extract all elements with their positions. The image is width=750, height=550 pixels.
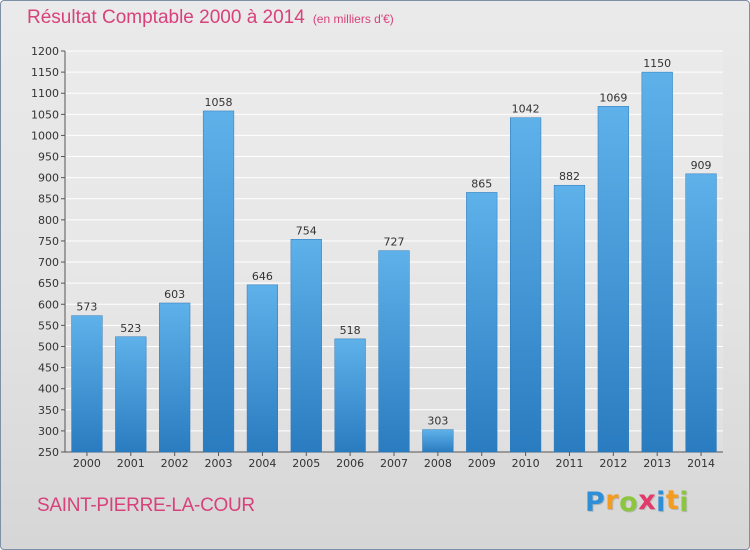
bar-2007 — [378, 250, 410, 453]
bar-value-label: 518 — [340, 324, 361, 337]
logo-letter: i — [679, 487, 690, 518]
bar-2009 — [466, 192, 498, 453]
bar-value-label: 909 — [691, 159, 712, 172]
bar-2006 — [334, 338, 366, 453]
bar-2012 — [597, 106, 629, 453]
bar-2003 — [202, 110, 235, 453]
bar-value-label: 646 — [252, 270, 273, 283]
bar-2014 — [685, 173, 717, 453]
y-tick-label: 450 — [38, 362, 59, 375]
x-tick-label: 2004 — [248, 457, 276, 470]
y-tick-label: 600 — [38, 298, 59, 311]
bar-value-label: 573 — [76, 301, 97, 314]
y-tick-label: 850 — [38, 193, 59, 206]
y-tick-label: 300 — [38, 425, 59, 438]
bar-2004 — [246, 284, 279, 453]
axes: 250 300 350 400 450 500 550 600 650 700 750 800 850 9… — [31, 45, 723, 459]
x-tick-label: 2014 — [687, 457, 715, 470]
x-tick-label: 2013 — [643, 457, 671, 470]
logo-letter: i — [656, 487, 666, 518]
y-tick-label: 1000 — [31, 129, 59, 142]
bar-2011 — [553, 184, 586, 453]
y-tick-label: 700 — [38, 256, 59, 269]
bar-2002 — [159, 302, 191, 453]
y-tick-label: 1100 — [31, 87, 59, 100]
x-tick-label: 2007 — [380, 457, 408, 470]
x-tick-label: 2012 — [599, 457, 627, 470]
bar-value-label: 1150 — [643, 57, 671, 70]
bar-2013 — [641, 71, 673, 453]
bar-value-label: 603 — [164, 288, 185, 301]
logo-letter: r — [605, 485, 620, 516]
x-tick-label: 2000 — [73, 457, 101, 470]
bar-value-label: 865 — [471, 177, 492, 190]
bar-2005 — [290, 239, 322, 453]
y-tick-label: 800 — [38, 214, 59, 227]
bar-value-label: 303 — [427, 415, 448, 428]
y-tick-label: 1050 — [31, 108, 59, 121]
logo-letter: t — [665, 485, 680, 516]
x-tick-label: 2008 — [424, 457, 452, 470]
y-tick-label: 950 — [38, 151, 59, 164]
y-tick-label: 900 — [38, 172, 59, 185]
chart-title-block: Résultat Comptable 2000 à 2014 (en millie… — [27, 7, 394, 29]
bar-2000 — [71, 315, 103, 453]
proxiti-logo: Proxiti — [585, 485, 690, 518]
chart-subtitle: (en milliers d'€) — [312, 12, 394, 26]
y-tick-label: 650 — [38, 277, 59, 290]
y-tick-label: 350 — [38, 404, 59, 417]
y-tick-label: 550 — [38, 319, 59, 332]
logo-letter: o — [619, 487, 639, 518]
bar-value-label: 754 — [296, 224, 317, 237]
town-name: SAINT-PIERRE-LA-COUR — [37, 495, 255, 516]
logo-letter: P — [585, 487, 606, 518]
x-tick-label: 2009 — [468, 457, 496, 470]
x-tick-label: 2005 — [292, 457, 320, 470]
bar-2010 — [509, 117, 542, 453]
x-tick-label: 2002 — [161, 457, 189, 470]
bars — [71, 71, 717, 453]
bar-value-label: 523 — [120, 322, 141, 335]
bar-2008 — [422, 429, 454, 453]
bar-value-label: 1042 — [512, 103, 540, 116]
bar-value-label: 727 — [384, 236, 405, 249]
y-tick-label: 1200 — [31, 45, 59, 58]
chart-title: Résultat Comptable 2000 à 2014 — [27, 7, 305, 28]
bar-value-label: 1069 — [599, 91, 627, 104]
x-tick-label: 2003 — [205, 457, 233, 470]
y-tick-label: 1150 — [31, 66, 59, 79]
bar-value-label: 1058 — [205, 96, 233, 109]
x-tick-label: 2001 — [117, 457, 145, 470]
y-tick-label: 400 — [38, 383, 59, 396]
bar-2001 — [115, 336, 147, 453]
y-tick-label: 500 — [38, 340, 59, 353]
labels: 573 2000 523 2001 603 2002 1058 2003 646 2004 754 2… — [73, 57, 715, 470]
x-tick-label: 2006 — [336, 457, 364, 470]
x-tick-label: 2010 — [512, 457, 540, 470]
y-tick-label: 250 — [38, 446, 59, 459]
bar-value-label: 882 — [559, 170, 580, 183]
y-tick-label: 750 — [38, 235, 59, 248]
x-tick-label: 2011 — [555, 457, 583, 470]
logo-letter: x — [638, 485, 657, 516]
